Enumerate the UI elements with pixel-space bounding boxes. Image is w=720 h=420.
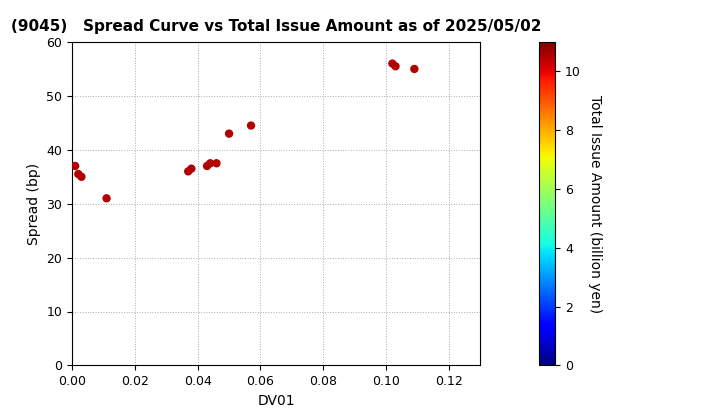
Point xyxy=(387,60,398,67)
Point xyxy=(246,122,257,129)
Point xyxy=(204,160,216,167)
Point xyxy=(223,130,235,137)
Point xyxy=(211,160,222,167)
Point xyxy=(73,171,84,177)
Point xyxy=(186,165,197,172)
Point xyxy=(182,168,194,175)
Point xyxy=(409,66,420,72)
X-axis label: DV01: DV01 xyxy=(257,394,295,408)
Title: (9045)   Spread Curve vs Total Issue Amount as of 2025/05/02: (9045) Spread Curve vs Total Issue Amoun… xyxy=(11,19,541,34)
Y-axis label: Total Issue Amount (billion yen): Total Issue Amount (billion yen) xyxy=(588,94,602,313)
Point xyxy=(390,63,401,70)
Point xyxy=(69,163,81,169)
Point xyxy=(202,163,213,169)
Y-axis label: Spread (bp): Spread (bp) xyxy=(27,163,41,245)
Point xyxy=(101,195,112,202)
Point xyxy=(76,173,87,180)
